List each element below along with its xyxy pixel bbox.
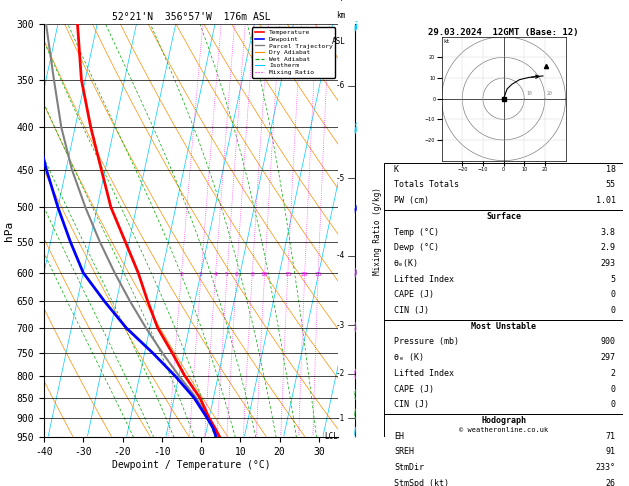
Text: 6: 6 xyxy=(235,273,238,278)
Text: LCL: LCL xyxy=(325,432,338,441)
Text: 71: 71 xyxy=(606,432,616,441)
Text: EH: EH xyxy=(394,432,404,441)
Bar xyxy=(384,210,623,320)
Text: -3: -3 xyxy=(336,321,345,330)
Bar xyxy=(384,320,623,414)
Text: 18: 18 xyxy=(606,165,616,174)
Text: 2: 2 xyxy=(611,369,616,378)
Text: Most Unstable: Most Unstable xyxy=(471,322,536,331)
Text: θₑ(K): θₑ(K) xyxy=(394,259,419,268)
Text: 5: 5 xyxy=(611,275,616,284)
Text: 2: 2 xyxy=(179,273,183,278)
X-axis label: Dewpoint / Temperature (°C): Dewpoint / Temperature (°C) xyxy=(112,460,270,470)
Text: Mixing Ratio (g/kg): Mixing Ratio (g/kg) xyxy=(373,187,382,275)
Text: 91: 91 xyxy=(606,447,616,456)
Bar xyxy=(384,163,623,210)
Text: Lifted Index: Lifted Index xyxy=(394,369,454,378)
Text: 2.9: 2.9 xyxy=(601,243,616,252)
Text: 1.01: 1.01 xyxy=(596,196,616,205)
Text: 0: 0 xyxy=(611,384,616,394)
Legend: Temperature, Dewpoint, Parcel Trajectory, Dry Adiabat, Wet Adiabat, Isotherm, Mi: Temperature, Dewpoint, Parcel Trajectory… xyxy=(252,27,335,78)
Text: © weatheronline.co.uk: © weatheronline.co.uk xyxy=(459,427,548,434)
Bar xyxy=(384,414,623,486)
Text: -1: -1 xyxy=(336,414,345,422)
Text: 293: 293 xyxy=(601,259,616,268)
Text: θₑ (K): θₑ (K) xyxy=(394,353,424,362)
Text: -7: -7 xyxy=(336,0,345,3)
Text: 20: 20 xyxy=(301,273,308,278)
Text: 10: 10 xyxy=(260,273,268,278)
Title: 52°21'N  356°57'W  176m ASL: 52°21'N 356°57'W 176m ASL xyxy=(112,12,270,22)
Text: 4: 4 xyxy=(213,273,217,278)
Text: Surface: Surface xyxy=(486,212,521,221)
Text: PW (cm): PW (cm) xyxy=(394,196,429,205)
Text: 233°: 233° xyxy=(596,463,616,472)
Text: CAPE (J): CAPE (J) xyxy=(394,384,434,394)
Text: -2: -2 xyxy=(336,369,345,378)
Text: 25: 25 xyxy=(314,273,322,278)
Text: SREH: SREH xyxy=(394,447,414,456)
Text: Lifted Index: Lifted Index xyxy=(394,275,454,284)
Text: 3.8: 3.8 xyxy=(601,227,616,237)
Text: Pressure (mb): Pressure (mb) xyxy=(394,337,459,347)
Text: StmDir: StmDir xyxy=(394,463,424,472)
Text: CAPE (J): CAPE (J) xyxy=(394,290,434,299)
Text: Totals Totals: Totals Totals xyxy=(394,180,459,190)
Text: Temp (°C): Temp (°C) xyxy=(394,227,439,237)
Text: 297: 297 xyxy=(601,353,616,362)
Text: 29.03.2024  12GMT (Base: 12): 29.03.2024 12GMT (Base: 12) xyxy=(428,29,579,37)
Text: 900: 900 xyxy=(601,337,616,347)
Text: -6: -6 xyxy=(336,81,345,90)
Text: 55: 55 xyxy=(606,180,616,190)
Text: ASL: ASL xyxy=(331,37,345,46)
Text: Dewp (°C): Dewp (°C) xyxy=(394,243,439,252)
Text: 8: 8 xyxy=(250,273,254,278)
Text: CIN (J): CIN (J) xyxy=(394,306,429,315)
Text: 0: 0 xyxy=(611,400,616,409)
Text: 15: 15 xyxy=(284,273,291,278)
Text: 0: 0 xyxy=(611,290,616,299)
Text: 3: 3 xyxy=(199,273,203,278)
Text: 0: 0 xyxy=(611,306,616,315)
Text: Hodograph: Hodograph xyxy=(481,416,526,425)
Text: 26: 26 xyxy=(606,479,616,486)
Text: 5: 5 xyxy=(225,273,229,278)
Text: km: km xyxy=(336,11,345,20)
Text: CIN (J): CIN (J) xyxy=(394,400,429,409)
Text: K: K xyxy=(394,165,399,174)
Text: StmSpd (kt): StmSpd (kt) xyxy=(394,479,449,486)
Text: -4: -4 xyxy=(336,251,345,260)
Text: -5: -5 xyxy=(336,174,345,183)
Y-axis label: hPa: hPa xyxy=(4,221,14,241)
